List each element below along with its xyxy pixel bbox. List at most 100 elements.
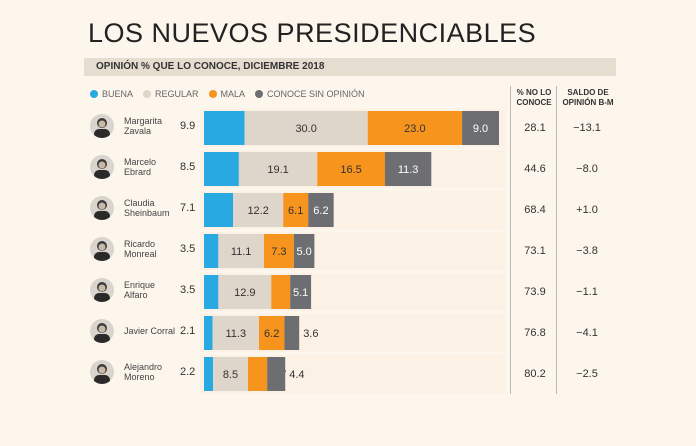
legend-label-mala: MALA <box>220 89 246 99</box>
subtitle-bar <box>84 58 616 76</box>
legend-swatch-buena <box>90 90 98 98</box>
buena-value: 2.2 <box>180 366 196 378</box>
bar-mala <box>317 152 385 186</box>
saldo-value: −2.5 <box>576 368 598 380</box>
no-conoce-value: 44.6 <box>524 163 546 175</box>
bar-mala <box>258 316 285 350</box>
data-label-sin: 11.3 <box>398 164 419 176</box>
legend-item-regular: REGULAR <box>143 89 199 99</box>
avatar <box>90 196 114 220</box>
chart-subtitle: OPINIÓN % QUE LO CONOCE, DICIEMBRE 2018 <box>96 61 325 72</box>
data-label-sin: 4.4 <box>289 369 304 381</box>
candidate-name-line-2: Alfaro <box>124 290 148 300</box>
bar-mala <box>263 234 294 268</box>
bar-mala <box>271 275 291 309</box>
candidate-name: Enrique Alfaro <box>124 280 155 300</box>
data-label-mala: 16.5 <box>340 164 361 176</box>
buena-value: 8.5 <box>180 161 196 173</box>
bar-sin-opinion <box>284 316 300 350</box>
legend-item-buena: BUENA <box>90 89 133 99</box>
no-conoce-value: 80.2 <box>524 368 546 380</box>
legend-item-mala: MALA <box>208 89 246 99</box>
candidate-name-line-2: Sheinbaum <box>124 208 170 218</box>
column-header-saldo: SALDO DE OPINIÓN B-M <box>562 88 614 107</box>
candidate-name-line-1: Claudia <box>124 198 155 208</box>
divider-right <box>556 86 557 394</box>
data-label-mala: 7.3 <box>271 246 286 258</box>
bar-regular <box>218 275 272 309</box>
buena-value: 9.9 <box>180 120 196 132</box>
bar-regular <box>244 111 368 145</box>
saldo-value: −1.1 <box>576 286 598 298</box>
legend-label-regular: REGULAR <box>155 89 199 99</box>
saldo-value: −8.0 <box>576 163 598 175</box>
buena-value: 2.1 <box>180 325 196 337</box>
buena-value: 7.1 <box>180 202 196 214</box>
data-label-regular: 12.9 <box>234 287 255 299</box>
candidate-name: Javier Corral <box>124 326 175 336</box>
bar-regular <box>212 316 259 350</box>
data-label-sin: 5.1 <box>293 287 308 299</box>
avatar <box>90 319 114 343</box>
data-label-regular: 12.2 <box>247 205 268 217</box>
candidate-name-line-2: Ebrard <box>124 167 152 177</box>
candidate-name: Claudia Sheinbaum <box>124 198 170 218</box>
candidate-name-line-1: Ricardo <box>124 239 156 249</box>
avatar <box>90 237 114 261</box>
avatar <box>90 114 114 138</box>
saldo-value: −3.8 <box>576 245 598 257</box>
data-label-regular: 19.1 <box>267 164 288 176</box>
bar-buena <box>204 357 214 391</box>
data-label-sin: 3.6 <box>303 328 318 340</box>
no-conoce-value: 73.9 <box>524 286 546 298</box>
legend: BUENA REGULAR MALA CONOCE SIN OPINIÓN <box>90 88 375 100</box>
legend-swatch-sin-opinion <box>255 90 264 98</box>
candidate-name-line-1: Alejandro <box>124 362 163 372</box>
bar-sin-opinion <box>290 275 312 309</box>
data-label-mala: 6.2 <box>264 328 279 340</box>
bar-sin-opinion <box>293 234 315 268</box>
data-label-regular: 11.1 <box>231 246 252 258</box>
avatar <box>90 360 114 384</box>
candidate-name: Alejandro Moreno <box>124 362 162 382</box>
chart-title: LOS NUEVOS PRESIDENCIABLES <box>88 18 537 48</box>
bar-regular <box>238 152 318 186</box>
legend-label-sin-opinion: CONOCE SIN OPINIÓN <box>267 89 365 99</box>
candidate-name-line-1: Marcelo <box>124 157 157 167</box>
data-label-mala: 23.0 <box>404 123 425 135</box>
no-conoce-value: 68.4 <box>524 204 546 216</box>
bar-sin-opinion <box>384 152 432 186</box>
candidate-name: Marcelo Ebrard <box>124 157 156 177</box>
no-conoce-value: 28.1 <box>524 122 546 134</box>
data-label-regular: 30.0 <box>295 123 316 135</box>
divider-left <box>510 86 511 394</box>
bar-buena <box>204 152 239 186</box>
bar-regular <box>218 234 264 268</box>
bar-mala <box>367 111 463 145</box>
data-label-sin: 6.2 <box>313 205 328 217</box>
legend-swatch-regular <box>143 90 152 98</box>
no-conoce-value: 73.1 <box>524 245 546 257</box>
bar-sin-opinion <box>267 357 286 391</box>
bar-mala <box>247 357 268 391</box>
candidate-name-line-2: Moreno <box>124 372 155 382</box>
data-label-regular: 8.5 <box>223 369 238 381</box>
candidate-name-line-1: Javier Corral <box>124 326 176 336</box>
legend-item-sin-opinion: CONOCE SIN OPINIÓN <box>255 89 365 99</box>
bar-buena <box>204 234 219 268</box>
no-conoce-value: 76.8 <box>524 327 546 339</box>
saldo-value: −13.1 <box>573 122 601 134</box>
candidate-name: Margarita Zavala <box>124 116 162 136</box>
avatar <box>90 155 114 179</box>
candidate-name-line-1: Enrique <box>124 280 156 290</box>
legend-swatch-mala <box>208 90 217 98</box>
legend-label-buena: BUENA <box>102 89 134 99</box>
candidate-name-line-2: Monreal <box>124 249 157 259</box>
column-header-no-conoce: % NO LO CONOCE <box>516 88 552 107</box>
buena-value: 3.5 <box>180 284 196 296</box>
bar-sin-opinion <box>462 111 499 145</box>
data-label-regular: 11.3 <box>226 328 247 340</box>
bar-regular <box>213 357 248 391</box>
candidate-name: Ricardo Monreal <box>124 239 157 259</box>
